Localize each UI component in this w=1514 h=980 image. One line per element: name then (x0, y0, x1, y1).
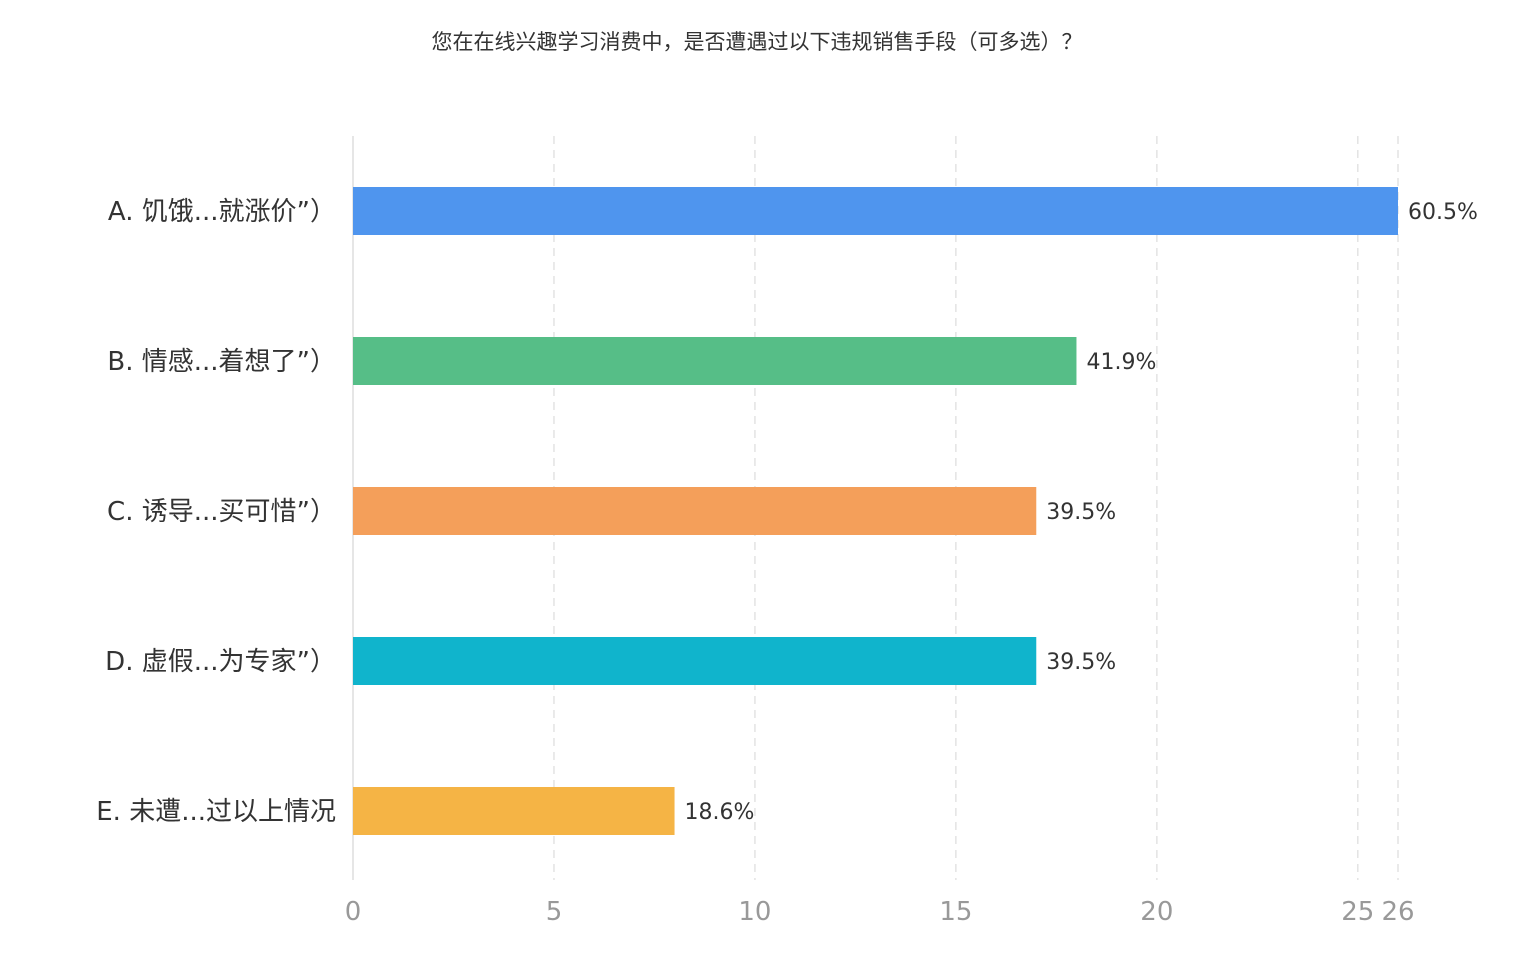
data-label: 60.5% (1408, 200, 1478, 225)
bar (353, 787, 675, 835)
bar (353, 487, 1037, 535)
x-tick-label: 10 (738, 897, 771, 927)
x-tick-label: 5 (546, 897, 563, 927)
category-label: B. 情感...着想了”） (107, 347, 336, 377)
x-tick-label: 26 (1381, 897, 1414, 927)
x-tick-label: 20 (1140, 897, 1173, 927)
category-label: C. 诱导...买可惜”） (107, 497, 336, 527)
x-tick-label: 0 (345, 897, 362, 927)
bar (353, 187, 1398, 235)
x-tick-label: 25 (1341, 897, 1374, 927)
data-label: 41.9% (1086, 350, 1156, 375)
category-label: A. 饥饿...就涨价”） (108, 197, 336, 227)
data-label: 39.5% (1046, 500, 1116, 525)
bar (353, 637, 1037, 685)
bar (353, 337, 1077, 385)
chart-title: 您在在线兴趣学习消费中，是否遭遇过以下违规销售手段（可多选）？ (431, 30, 1083, 54)
x-tick-label: 15 (939, 897, 972, 927)
category-label: E. 未遭...过以上情况 (96, 797, 336, 827)
data-label: 18.6% (685, 800, 755, 825)
category-label: D. 虚假...为专家”） (105, 647, 336, 677)
data-label: 39.5% (1046, 650, 1116, 675)
